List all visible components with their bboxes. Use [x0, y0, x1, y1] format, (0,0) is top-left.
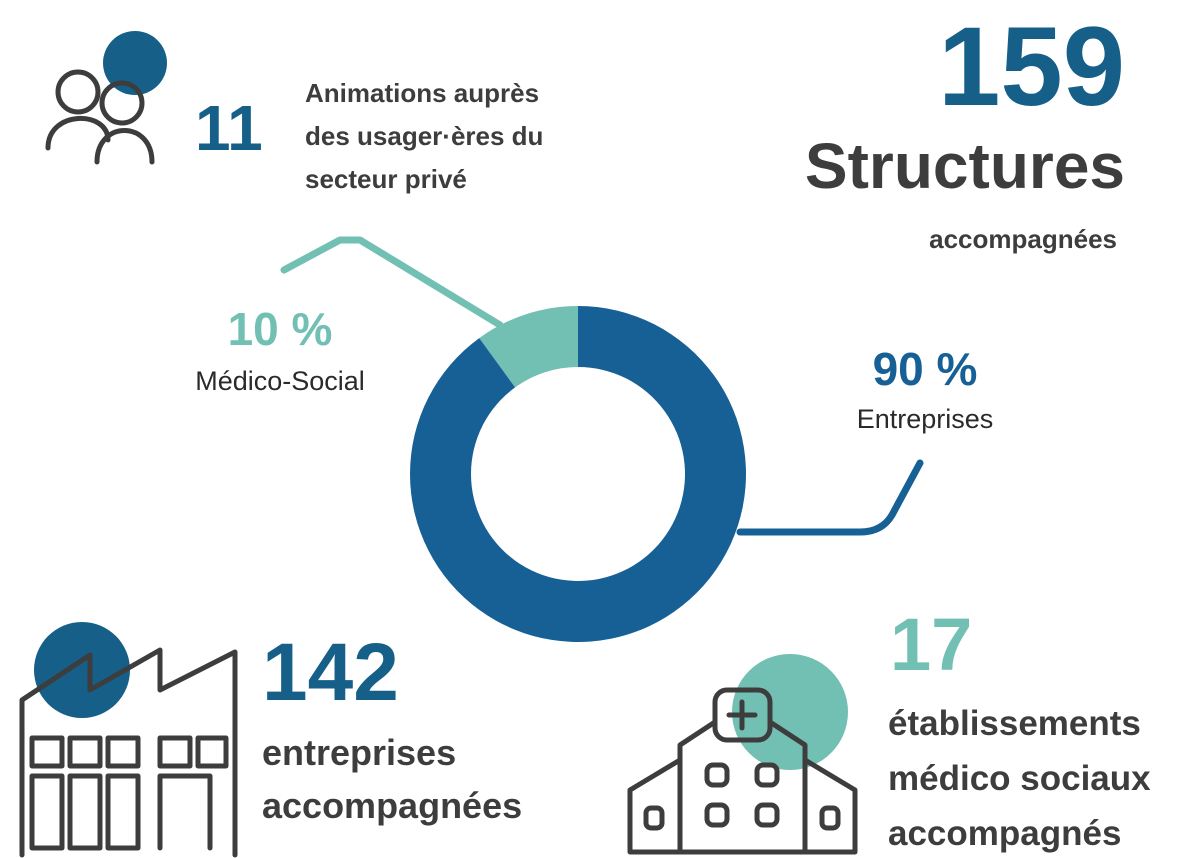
hospital-icon — [627, 687, 858, 855]
people-icon — [45, 69, 155, 165]
donut-segment — [479, 306, 578, 388]
category-label: Entreprises — [857, 404, 994, 434]
decor-circle — [34, 622, 130, 718]
stat-text: entreprises — [262, 732, 456, 773]
decor-circle — [732, 654, 848, 770]
stat-number: 17 — [890, 603, 972, 686]
stat-text: établissements — [888, 704, 1141, 743]
value-label: 90 % — [873, 343, 978, 395]
value-label: 10 % — [228, 303, 333, 355]
stat-text: Animations auprès — [305, 78, 539, 108]
stat-number: 11 — [195, 92, 263, 164]
stat-text: Structures — [805, 130, 1125, 202]
category-label: Médico-Social — [195, 366, 365, 396]
decor-circle — [103, 31, 167, 95]
factory-icon — [19, 647, 238, 858]
stat-text: accompagnées — [929, 224, 1117, 254]
leader-line — [280, 236, 504, 329]
stat-number: 142 — [262, 627, 399, 718]
donut-segment — [410, 306, 747, 642]
donut — [410, 306, 747, 642]
stat-text: accompagnés — [888, 814, 1121, 853]
stat-text: des usager·ères du — [305, 121, 543, 151]
stat-text: accompagnées — [262, 785, 522, 826]
stat-text: secteur privé — [305, 164, 467, 194]
stat-text: médico sociaux — [888, 759, 1151, 798]
stat-number: 159 — [938, 4, 1125, 129]
leader-line — [736, 459, 924, 536]
